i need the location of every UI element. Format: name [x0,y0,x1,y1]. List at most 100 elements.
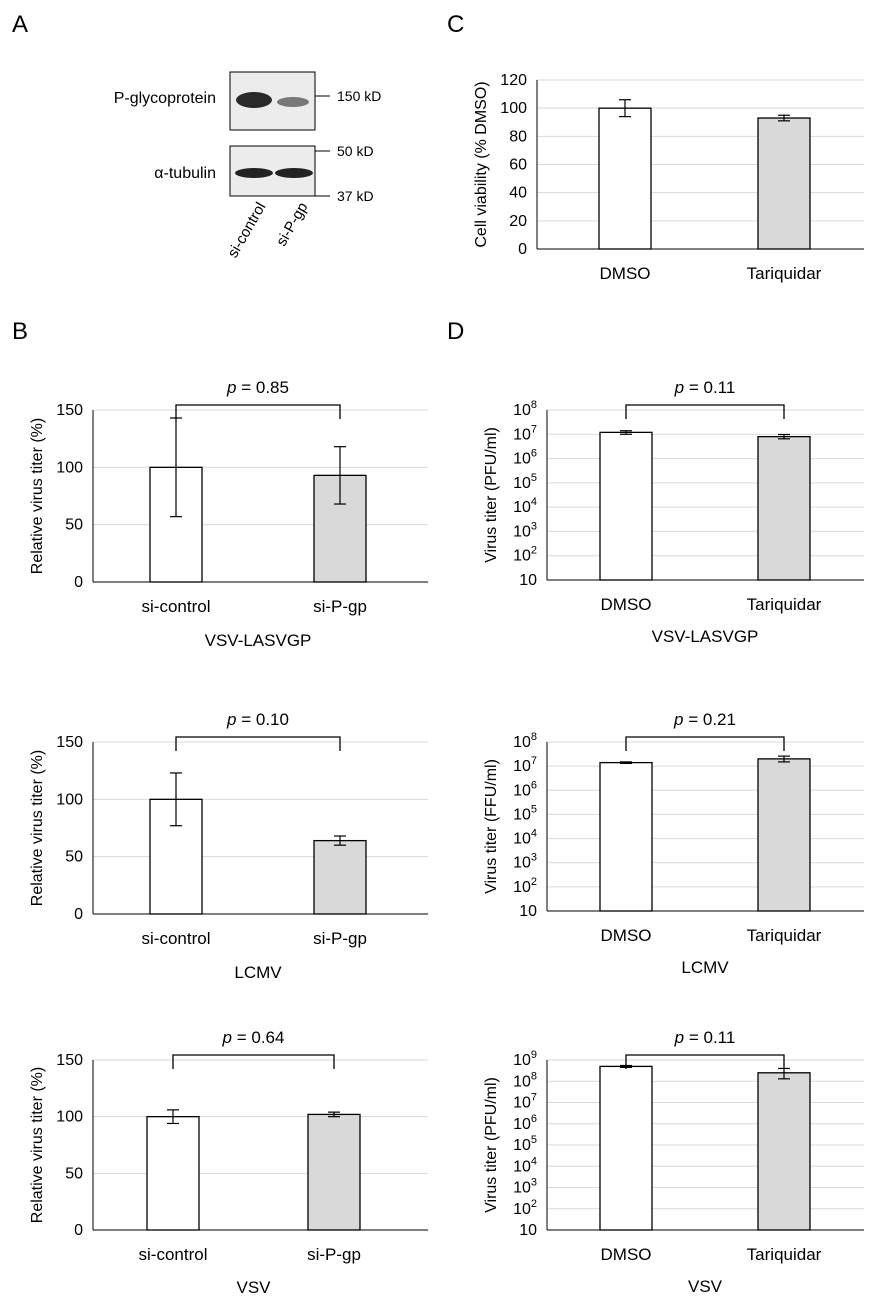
x-category-label: Tariquidar [747,926,822,945]
y-tick-label: 80 [509,128,527,145]
y-axis-label: Relative virus titer (%) [29,1067,46,1223]
y-tick-exponent: 9 [531,1049,537,1061]
significance-bracket [172,1054,335,1069]
bar-si-control [146,1116,200,1231]
x-category-label: DMSO [601,595,652,614]
y-axis-label: Relative virus titer (%) [29,750,46,906]
y-tick-exponent: 8 [531,731,537,743]
y-tick-label: 104 [513,828,537,848]
x-category-label: DMSO [600,264,651,283]
p-value-number: = 0.10 [237,710,289,729]
y-tick-label: 108 [513,399,537,419]
bar-si-p-gp [313,839,367,915]
p-value-symbol: p [674,378,684,397]
x-category-label: Tariquidar [747,264,822,283]
bar-dmso [598,107,652,250]
blot-band-tubulin-si-control [235,168,273,178]
y-tick-label: 100 [56,1109,83,1126]
y-tick-exponent: 8 [531,399,537,411]
y-tick-label: 106 [513,448,537,468]
x-axis-label: VSV-LASVGP [205,631,312,650]
significance-bracket [625,736,785,751]
y-tick-label: 103 [513,852,537,872]
blot-band-pgp-si-pgp [277,97,309,107]
y-tick-label: 100 [56,459,83,476]
y-tick-label: 102 [513,1198,537,1218]
x-category-label: si-P-gp [307,1245,361,1264]
y-tick-label: 102 [513,876,537,896]
y-tick-exponent: 4 [531,496,537,508]
y-tick-exponent: 4 [531,828,537,840]
y-tick-label: 150 [56,402,83,419]
y-tick-label: 107 [513,423,537,443]
y-tick-exponent: 5 [531,472,537,484]
y-tick-label: 150 [56,734,83,751]
y-tick-exponent: 2 [531,876,537,888]
marker-37-kd: 37 kD [337,188,374,204]
chart-b2: 0 50 100 150 si-control si-P-gp Relative virus… [29,710,428,982]
x-category-label: si-control [142,597,211,616]
y-tick-label: 104 [513,1155,537,1175]
y-tick-label: 0 [74,906,83,923]
marker-50-kd: 50 kD [337,143,374,159]
panel-label-c: C [447,11,464,38]
y-tick-exponent: 5 [531,803,537,815]
y-tick-label: 50 [65,1165,83,1182]
x-axis-label: VSV-LASVGP [652,627,759,646]
bar-dmso [599,1065,653,1231]
y-tick-label: 104 [513,496,537,516]
p-value-number: = 0.11 [684,378,735,397]
y-tick-label: 0 [74,1222,83,1239]
y-tick-exponent: 5 [531,1134,537,1146]
panel-label-b: B [12,318,28,345]
p-value-number: = 0.85 [237,378,289,397]
x-axis-label: LCMV [234,963,282,982]
bar-tariquidar [757,117,811,250]
y-tick-exponent: 7 [531,755,537,767]
x-category-label: Tariquidar [747,595,822,614]
y-tick-label: 20 [509,213,527,230]
y-tick-label: 120 [500,72,527,89]
y-tick-label: 100 [56,791,83,808]
y-axis-label: Virus titer (FFU/ml) [483,759,500,894]
y-tick-label: 105 [513,803,537,823]
y-tick-exponent: 6 [531,779,537,791]
y-tick-label: 105 [513,1134,537,1154]
y-tick-label: 102 [513,545,537,565]
x-category-label: si-P-gp [313,597,367,616]
blot-label-pgp: P-glycoprotein [114,90,216,107]
chart-b1: 0 50 100 150 si-control si-P-gp Relative virus… [29,378,428,650]
p-value: p = 0.64 [222,1028,285,1047]
p-value: p = 0.85 [226,378,289,397]
p-value-symbol: p [673,710,683,729]
bar-si-p-gp [307,1113,361,1231]
panel-label-a: A [12,11,28,38]
y-tick-exponent: 6 [531,1113,537,1125]
chart-d1: 10 102 103 104 105 106 107 108 DMSO Tariquidar Vir… [483,378,864,646]
p-value: p = 0.10 [226,710,289,729]
y-tick-exponent: 2 [531,545,537,557]
p-value-symbol: p [226,378,236,397]
y-tick-exponent: 3 [531,1177,537,1189]
blot-lane-si-control: si-control [224,200,269,261]
y-axis-label: Virus titer (PFU/ml) [483,427,500,563]
x-category-label: si-P-gp [313,929,367,948]
y-tick-exponent: 4 [531,1155,537,1167]
western-blot: P-glycoprotein α-tubulin 150 kD 50 kD 37… [114,71,381,261]
chart-d2: 10 102 103 104 105 106 107 108 DMSO Tariquidar Vir… [483,710,864,977]
y-tick-label: 105 [513,472,537,492]
y-tick-exponent: 3 [531,852,537,864]
bar-dmso [599,431,653,581]
x-axis-label: LCMV [681,958,729,977]
y-tick-label: 106 [513,1113,537,1133]
y-tick-label: 40 [509,185,527,202]
y-tick-exponent: 2 [531,1198,537,1210]
bar-tariquidar [757,758,811,912]
y-tick-exponent: 3 [531,520,537,532]
y-tick-label: 10 [519,903,537,920]
bar-tariquidar [757,1072,811,1231]
p-value: p = 0.21 [673,710,736,729]
x-category-label: Tariquidar [747,1245,822,1264]
y-axis-label: Relative virus titer (%) [29,418,46,574]
